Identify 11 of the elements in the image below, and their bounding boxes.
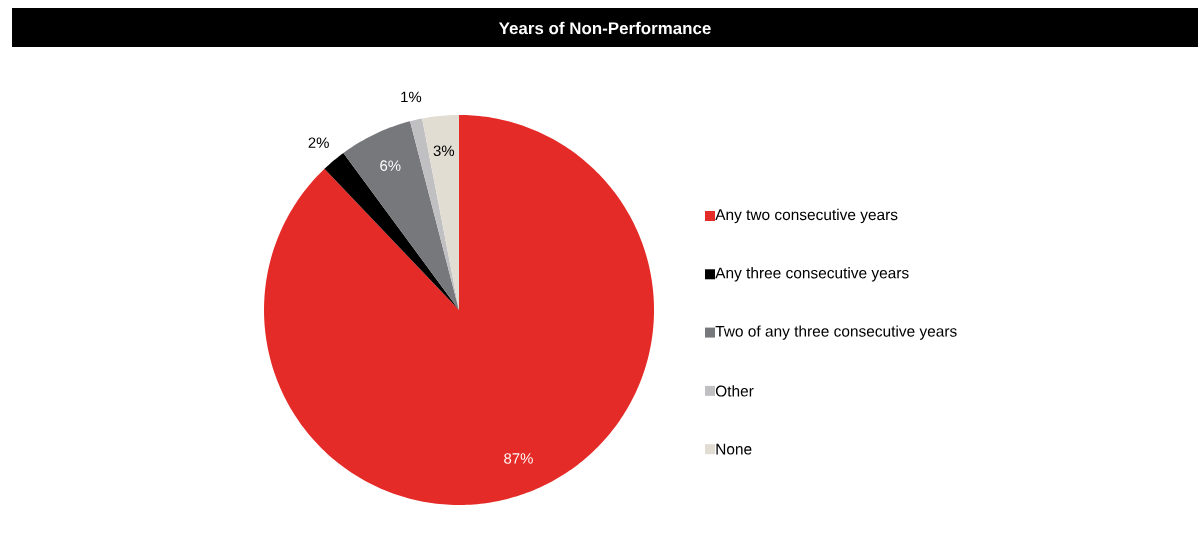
legend-label: Any two consecutive years (715, 208, 898, 224)
legend-label: None (716, 443, 752, 455)
data-label: 87% (504, 453, 533, 464)
legend-label: Two of any three consecutive years (715, 325, 957, 340)
data-label: 2% (308, 137, 329, 148)
data-label: 6% (380, 160, 401, 171)
data-label: 1% (401, 91, 422, 103)
legend-label: Other (715, 385, 754, 397)
chart-title: Years of Non-Performance (498, 21, 711, 35)
legend-label: Any three consecutive years (715, 267, 909, 282)
data-label: 3% (433, 145, 455, 157)
